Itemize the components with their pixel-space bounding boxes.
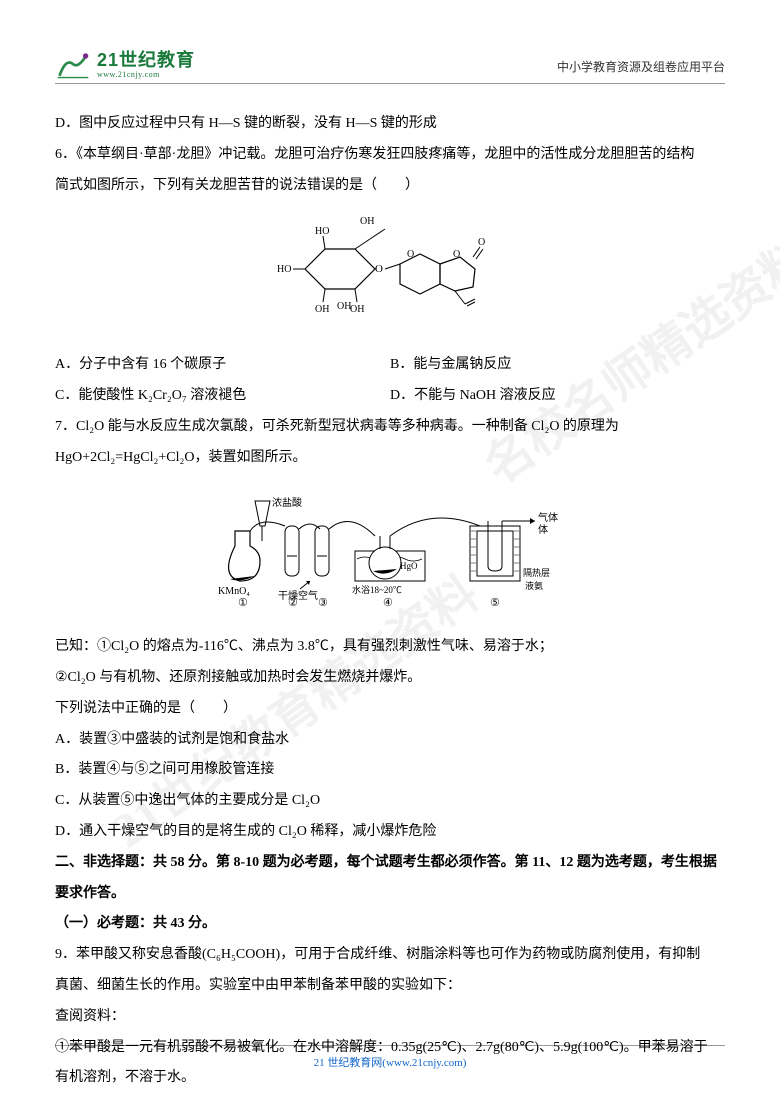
q9-info-2: 有机溶剂，不溶于水。 <box>55 1063 725 1094</box>
q7-figure: KMnO₄ 浓盐酸 干燥空气 <box>55 481 725 624</box>
svg-text:隔热层: 隔热层 <box>523 567 550 578</box>
q7-option-d: D．通入干燥空气的目的是将生成的 Cl₂O 稀释，减小爆炸危险 <box>55 817 725 848</box>
q7-known-2: ②Cl₂O 与有机物、还原剂接触或加热时会发生燃烧并爆炸。 <box>55 663 725 694</box>
q6-option-a: A．分子中含有 16 个碳原子 <box>55 350 390 381</box>
q7-stem-2: HgO+2Cl₂=HgCl₂+Cl₂O，装置如图所示。 <box>55 443 725 474</box>
svg-text:HO: HO <box>315 226 329 237</box>
q9-stem-1: 9．苯甲酸又称安息香酸(C₆H₅COOH)，可用于合成纤维、树脂涂料等也可作为药… <box>55 940 725 971</box>
svg-text:⑤: ⑤ <box>490 597 500 609</box>
svg-text:干燥空气: 干燥空气 <box>278 589 318 602</box>
svg-text:O: O <box>453 249 460 260</box>
svg-text:O: O <box>407 249 414 260</box>
q7-option-c: C．从装置⑤中逸出气体的主要成分是 Cl₂O <box>55 786 725 817</box>
svg-text:O: O <box>375 263 383 275</box>
page-header: 21世纪教育 www.21cnjy.com 中小学教育资源及组卷应用平台 <box>55 50 725 84</box>
svg-text:气体: 气体 <box>538 511 558 524</box>
svg-text:浓盐酸: 浓盐酸 <box>272 496 302 509</box>
logo-icon <box>55 50 91 80</box>
svg-text:体: 体 <box>538 524 548 536</box>
svg-text:OH: OH <box>360 216 374 227</box>
q6-option-d: D．不能与 NaOH 溶液反应 <box>390 381 725 412</box>
svg-text:①: ① <box>238 597 248 609</box>
q9-info: 查阅资料： <box>55 1002 725 1033</box>
logo-main-text: 21世纪教育 <box>97 51 195 71</box>
svg-text:OH: OH <box>315 304 329 315</box>
svg-text:③: ③ <box>318 597 328 609</box>
q5-option-d: D．图中反应过程中只有 H—S 键的断裂，没有 H—S 键的形成 <box>55 109 725 140</box>
q9-stem-2: 真菌、细菌生长的作用。实验室中由甲苯制备苯甲酸的实验如下： <box>55 971 725 1002</box>
header-right-text: 中小学教育资源及组卷应用平台 <box>557 54 725 80</box>
q6-option-b: B．能与金属钠反应 <box>390 350 725 381</box>
q6-option-c: C．能使酸性 K₂Cr₂O₇ 溶液褪色 <box>55 381 390 412</box>
svg-text:HgO: HgO <box>400 561 418 571</box>
svg-text:KMnO₄: KMnO₄ <box>218 586 250 597</box>
svg-text:HO: HO <box>277 264 291 275</box>
q7-known-1: 已知：①Cl₂O 的熔点为-116℃、沸点为 3.8℃，具有强烈刺激性气味、易溶… <box>55 632 725 663</box>
q7-ask: 下列说法中正确的是（ ） <box>55 694 725 725</box>
svg-text:OH: OH <box>350 304 364 315</box>
svg-text:O: O <box>478 237 485 248</box>
svg-text:液氨: 液氨 <box>525 580 543 591</box>
q9-info-1: ①苯甲酸是一元有机弱酸不易被氧化。在水中溶解度：0.35g(25℃)、2.7g(… <box>55 1033 725 1064</box>
logo: 21世纪教育 www.21cnjy.com <box>55 50 195 80</box>
q7-option-a: A．装置③中盛装的试剂是饱和食盐水 <box>55 725 725 756</box>
section-2-sub: （一）必考题：共 43 分。 <box>55 909 725 940</box>
q6-stem-2: 简式如图所示，下列有关龙胆苦苷的说法错误的是（ ） <box>55 171 725 202</box>
q6-stem-1: 6．《本草纲目·草部·龙胆》冲记载。龙胆可治疗伤寒发狂四肢疼痛等，龙胆中的活性成… <box>55 140 725 171</box>
section-2-title: 二、非选择题：共 58 分。第 8-10 题为必考题，每个试题考生都必须作答。第… <box>55 848 725 910</box>
content-body: D．图中反应过程中只有 H—S 键的断裂，没有 H—S 键的形成 6．《本草纲目… <box>55 109 725 1094</box>
svg-text:OH: OH <box>337 301 351 312</box>
q7-option-b: B．装置④与⑤之间可用橡胶管连接 <box>55 755 725 786</box>
svg-text:④: ④ <box>383 597 393 609</box>
q7-stem-1: 7．Cl₂O 能与水反应生成次氯酸，可杀死新型冠状病毒等多种病毒。一种制备 Cl… <box>55 412 725 443</box>
svg-text:水浴18~20℃: 水浴18~20℃ <box>352 584 402 595</box>
logo-sub-text: www.21cnjy.com <box>97 71 195 80</box>
svg-text:②: ② <box>288 597 298 609</box>
q6-figure: HO HO OH OH OH O O O O OH <box>55 209 725 342</box>
